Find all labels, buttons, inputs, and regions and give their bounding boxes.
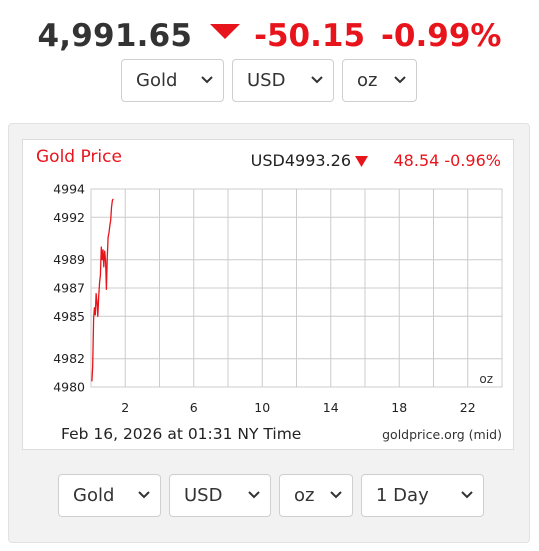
chart-source: goldprice.org (mid) <box>382 427 502 442</box>
unit-select-value: oz <box>357 70 378 91</box>
chevron-down-icon <box>248 491 260 499</box>
chevron-down-icon <box>138 491 150 499</box>
metal-select-bottom[interactable]: Gold <box>58 474 161 517</box>
current-price: 4,991.65 <box>37 18 193 54</box>
unit-label: oz <box>479 372 493 386</box>
x-tick-label: 22 <box>460 400 476 415</box>
y-tick-label: 4994 <box>53 182 85 197</box>
y-tick-label: 4987 <box>53 281 85 296</box>
currency-select-value: USD <box>247 70 286 91</box>
y-tick-label: 4980 <box>53 380 85 395</box>
unit-select-value: oz <box>294 485 315 506</box>
currency-select[interactable]: USD <box>232 59 334 102</box>
chevron-down-icon <box>311 76 323 84</box>
y-tick-label: 4992 <box>53 210 85 225</box>
unit-select[interactable]: oz <box>342 59 417 102</box>
chart-series <box>91 198 114 382</box>
chart-grid <box>90 188 503 388</box>
x-tick-label: 2 <box>121 400 129 415</box>
chart-timestamp: Feb 16, 2026 at 01:31 NY Time <box>61 425 301 443</box>
x-tick-label: 18 <box>391 400 407 415</box>
unit-select-bottom[interactable]: oz <box>279 474 353 517</box>
currency-select-bottom[interactable]: USD <box>169 474 271 517</box>
x-tick-label: 10 <box>254 400 270 415</box>
x-tick-label: 6 <box>190 400 198 415</box>
metal-select-value: Gold <box>136 70 178 91</box>
y-tick-label: 4989 <box>53 252 85 267</box>
price-change-percent: -0.99% <box>381 18 502 54</box>
chart-container: Gold Price USD4993.26 48.54 -0.96% 4980 4… <box>22 139 514 450</box>
range-select[interactable]: 1 Day <box>361 474 484 517</box>
x-axis-ticks: 2 6 10 14 18 22 <box>121 400 475 415</box>
headline-price-bar: 4,991.65 -50.15 -0.99% <box>0 14 539 58</box>
metal-select-value: Gold <box>73 485 115 506</box>
y-tick-label: 4985 <box>53 309 85 324</box>
x-tick-label: 14 <box>323 400 339 415</box>
series-line-gold-price <box>91 198 114 382</box>
y-axis-ticks: 4980 4982 4985 4987 4989 4992 4994 <box>53 182 85 395</box>
top-select-row: Gold USD oz <box>121 59 425 102</box>
chart-title: Gold Price <box>36 147 122 167</box>
chevron-down-icon <box>201 76 213 84</box>
triangle-down-icon <box>355 156 368 167</box>
chart-change: 48.54 -0.96% <box>394 151 502 170</box>
price-change: -50.15 <box>254 18 366 54</box>
chart-current-price: USD4993.26 <box>251 151 351 170</box>
chevron-down-icon <box>461 491 473 499</box>
bottom-select-row: Gold USD oz 1 Day <box>58 474 492 517</box>
gold-price-chart: Gold Price USD4993.26 48.54 -0.96% 49804… <box>36 147 503 443</box>
currency-select-value: USD <box>184 485 223 506</box>
triangle-down-icon <box>210 23 241 39</box>
y-tick-label: 4982 <box>53 351 85 366</box>
range-select-value: 1 Day <box>376 485 429 506</box>
chevron-down-icon <box>330 491 342 499</box>
chevron-down-icon <box>394 76 406 84</box>
metal-select[interactable]: Gold <box>121 59 224 102</box>
